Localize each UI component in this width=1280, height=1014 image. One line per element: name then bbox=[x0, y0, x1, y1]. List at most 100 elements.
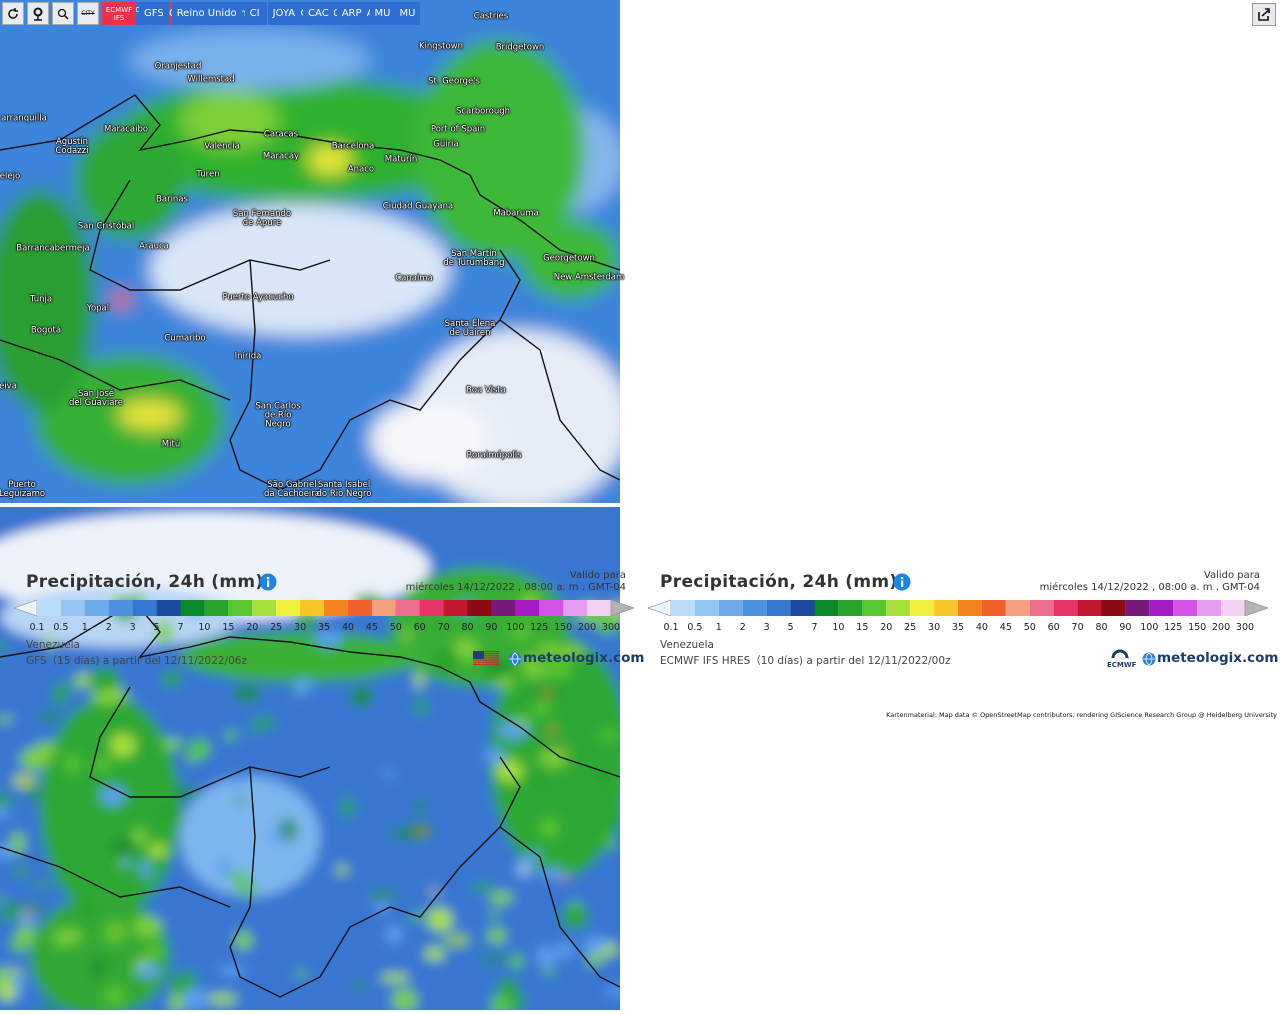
legend-arrow bbox=[1244, 599, 1268, 617]
city-line: Mabaruma bbox=[493, 208, 539, 219]
city-line: Roraimópolis bbox=[466, 450, 522, 461]
legend-label: 20 bbox=[880, 622, 893, 633]
icon bbox=[1143, 652, 1155, 666]
city-line: Castries bbox=[473, 11, 509, 22]
legend-swatch bbox=[790, 600, 815, 616]
legend-swatch bbox=[300, 600, 324, 616]
city-label: Bridgetown bbox=[495, 42, 545, 53]
city-line: elejo bbox=[0, 171, 21, 182]
precip-cell bbox=[402, 627, 411, 644]
precip-cell bbox=[161, 738, 183, 750]
legend-label: 0.5 bbox=[53, 622, 69, 633]
share-button[interactable] bbox=[1252, 3, 1276, 26]
precip-cell bbox=[105, 986, 125, 1005]
city-line: San Martín bbox=[451, 249, 497, 259]
model-button[interactable]: JOYA bbox=[267, 2, 301, 25]
city-line: Barinas bbox=[156, 194, 188, 205]
precip-cell bbox=[222, 731, 239, 740]
precip-cell bbox=[540, 818, 559, 838]
city-label: Maracaibo bbox=[104, 125, 148, 135]
icon bbox=[8, 7, 18, 19]
city-label: Barrancabermeja bbox=[16, 244, 89, 254]
model-button[interactable]: CAC bbox=[303, 2, 334, 25]
legend-label: 7 bbox=[811, 622, 818, 633]
legend-label: 3 bbox=[129, 622, 136, 633]
city-line: Codazzi bbox=[55, 146, 89, 156]
city-label: Bogotá bbox=[30, 325, 62, 336]
city-toggle[interactable]: CITY bbox=[77, 2, 99, 25]
info-icon[interactable] bbox=[893, 573, 911, 591]
model-button[interactable]: MU bbox=[369, 2, 396, 25]
city-label: Roraimópolis bbox=[466, 450, 522, 461]
model-button[interactable]: ARP bbox=[336, 2, 367, 25]
city-label: Barrancabermeja bbox=[16, 244, 89, 254]
legend-swatch bbox=[718, 600, 743, 616]
model-button[interactable]: GFS bbox=[139, 2, 169, 25]
legend-label: 30 bbox=[294, 622, 307, 633]
city-label: Güiria bbox=[433, 140, 458, 150]
precip-cell bbox=[154, 620, 173, 644]
city-line: da Cachoeira bbox=[263, 489, 321, 499]
refresh-button[interactable] bbox=[2, 2, 24, 25]
precip-peak bbox=[21, 778, 28, 785]
legend-swatch bbox=[443, 600, 468, 616]
city-label: Maracay bbox=[263, 152, 299, 162]
city-line: Bogotá bbox=[30, 325, 62, 336]
city-line: Maturín bbox=[384, 154, 418, 165]
legend-swatch bbox=[156, 600, 181, 616]
precip-cell bbox=[494, 676, 514, 690]
model-button[interactable]: Reino Unido bbox=[171, 2, 242, 25]
precip-cell bbox=[387, 828, 401, 837]
legend-label: 45 bbox=[999, 622, 1012, 633]
city-line: Bridgetown bbox=[495, 42, 545, 53]
zoom-button[interactable] bbox=[52, 2, 74, 25]
city-line: Port of Spain bbox=[430, 124, 486, 135]
precip-cell bbox=[207, 993, 238, 1005]
city-line: Valencia bbox=[204, 141, 240, 152]
precip-cell bbox=[488, 891, 514, 905]
city-label: Santa Isabel do Rio Negro bbox=[317, 481, 372, 499]
model-button[interactable]: MU bbox=[394, 2, 421, 25]
city-line: Puerto Ayacucho bbox=[222, 292, 294, 303]
legend-label: 50 bbox=[1023, 622, 1036, 633]
city-line: da Cachoeira bbox=[263, 489, 321, 499]
icon bbox=[34, 15, 42, 21]
model-button[interactable]: ECMWF IFS bbox=[102, 2, 136, 25]
legend-label: 300 bbox=[601, 622, 621, 633]
info-icon[interactable] bbox=[259, 573, 277, 591]
city-line: Barcelona bbox=[331, 141, 375, 152]
precip-cell bbox=[141, 859, 152, 880]
city-label: São Gabriel da Cachoeira bbox=[264, 481, 320, 499]
legend-label: 40 bbox=[341, 622, 354, 633]
city-label: San Cristóbal bbox=[78, 222, 134, 232]
legend-label: 7 bbox=[177, 622, 184, 633]
model-button[interactable]: CI bbox=[244, 2, 265, 25]
location-button[interactable] bbox=[27, 2, 49, 25]
precip-cell bbox=[90, 958, 106, 978]
legend-label: 45 bbox=[365, 622, 378, 633]
city-label: Mabaruma bbox=[493, 209, 539, 219]
legend-swatch bbox=[132, 600, 157, 616]
precip-cell bbox=[557, 940, 574, 960]
legend-label: 125 bbox=[530, 622, 549, 633]
precip-cell bbox=[123, 857, 132, 868]
city-line: de Río bbox=[264, 410, 292, 421]
location-icon bbox=[33, 7, 43, 21]
city-label: Barcelona bbox=[331, 141, 375, 152]
city-line: Leguízamo bbox=[0, 489, 46, 499]
city-line: Arauca bbox=[139, 241, 169, 252]
precip-cell bbox=[17, 924, 35, 947]
city-line: New Amsterdam bbox=[553, 272, 625, 283]
icon bbox=[473, 663, 499, 665]
color-legend bbox=[14, 599, 634, 617]
city-label: San Fernando de Apure bbox=[233, 210, 291, 228]
city-line: do Rio Negro bbox=[316, 489, 372, 499]
legend-label: 15 bbox=[222, 622, 235, 633]
city-line: Maturín bbox=[384, 154, 418, 165]
city-label: St. George's bbox=[428, 77, 480, 87]
city-line: Puerto Ayacucho bbox=[222, 292, 294, 303]
city-label: Kingstown bbox=[419, 42, 463, 52]
precip-cell bbox=[595, 616, 620, 634]
border bbox=[229, 249, 521, 491]
precip-cell bbox=[94, 757, 112, 772]
